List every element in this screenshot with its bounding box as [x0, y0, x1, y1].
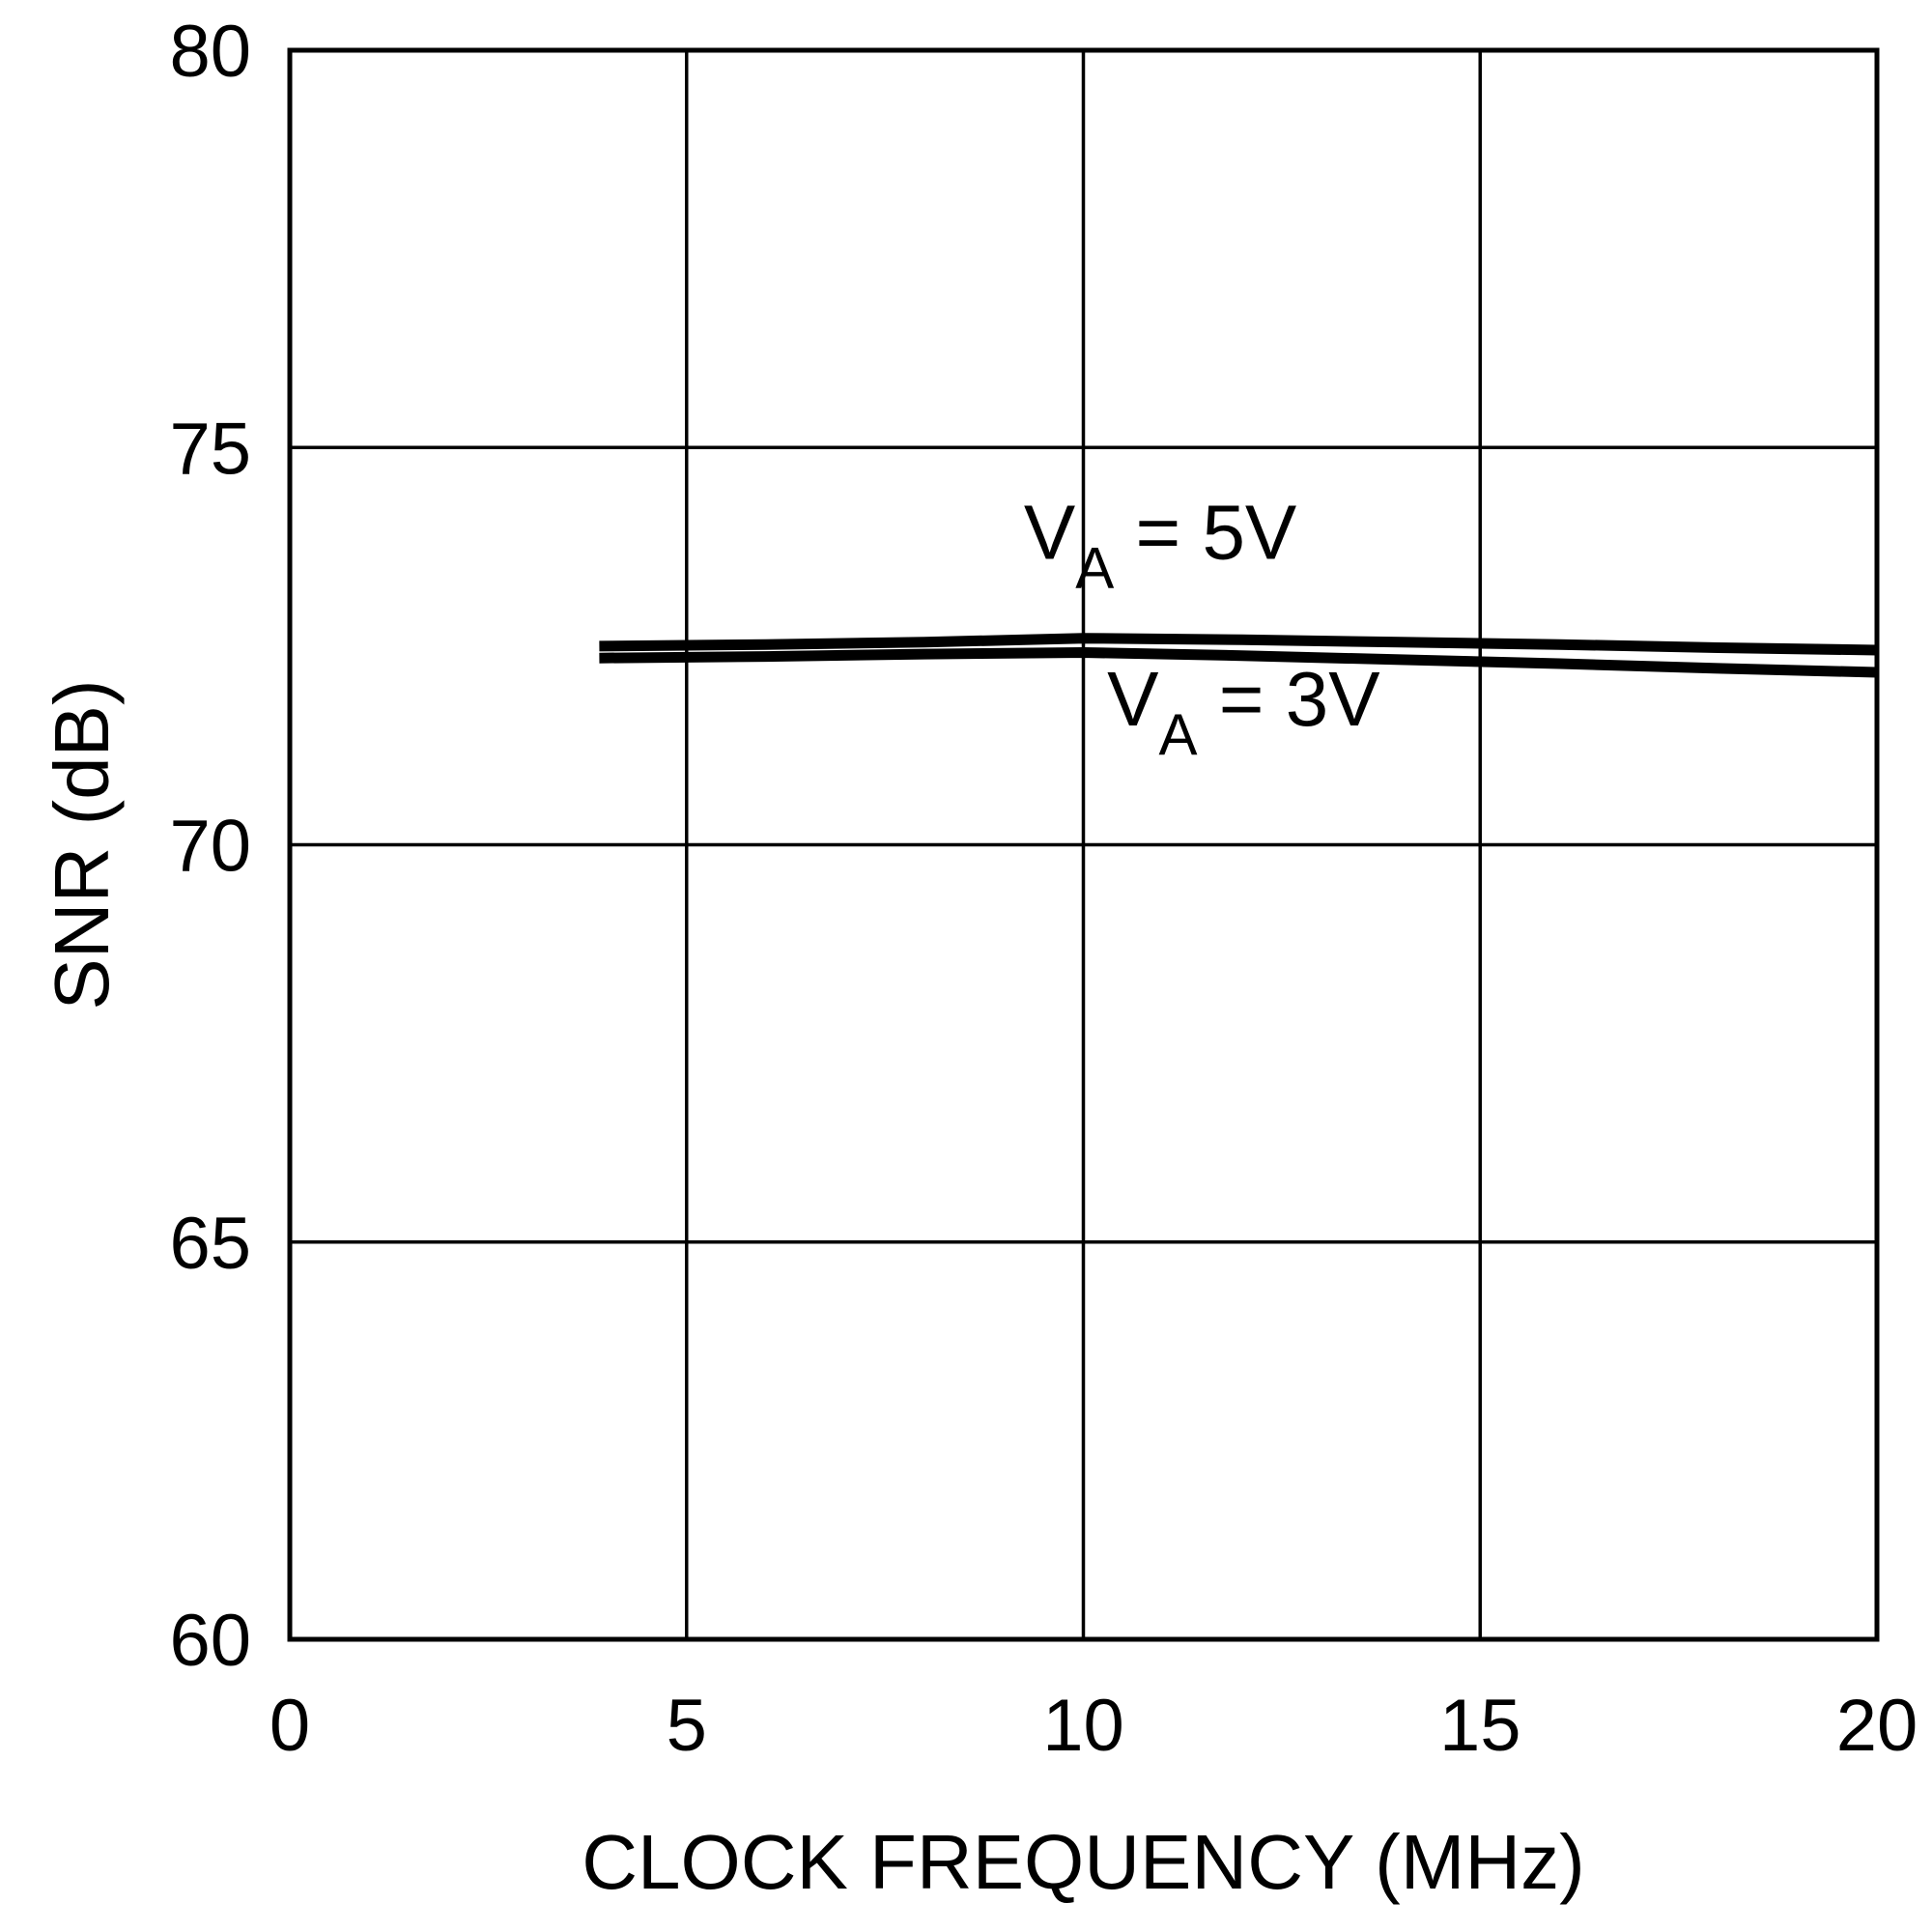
data-series	[599, 633, 1878, 678]
plot-frame	[287, 47, 1880, 1642]
series-line-1	[599, 633, 1878, 656]
x-tick-label: 5	[667, 1685, 707, 1767]
series-annotation-2: VA = 3V	[1107, 656, 1380, 767]
series-annotation-1: VA = 5V	[1024, 489, 1297, 600]
grid-lines	[290, 50, 1877, 1639]
y-tick-label: 70	[169, 806, 251, 888]
y-tick-label: 65	[169, 1203, 251, 1285]
x-tick-label: 15	[1439, 1685, 1521, 1767]
series-line-2	[599, 647, 1878, 678]
x-tick-label: 10	[1042, 1685, 1124, 1767]
series-annotations: VA = 5V VA = 3V	[1024, 489, 1380, 767]
x-tick-label: 20	[1836, 1685, 1918, 1767]
tick-labels: 0 5 10 15 20 60 65 70 75 80	[169, 11, 1918, 1767]
y-tick-label: 80	[169, 11, 251, 93]
y-tick-label: 75	[169, 408, 251, 490]
x-tick-label: 0	[270, 1685, 310, 1767]
y-tick-label: 60	[169, 1600, 251, 1682]
y-axis-label: SNR (dB)	[39, 679, 125, 1009]
x-axis-label: CLOCK FREQUENCY (MHz)	[582, 1819, 1585, 1905]
